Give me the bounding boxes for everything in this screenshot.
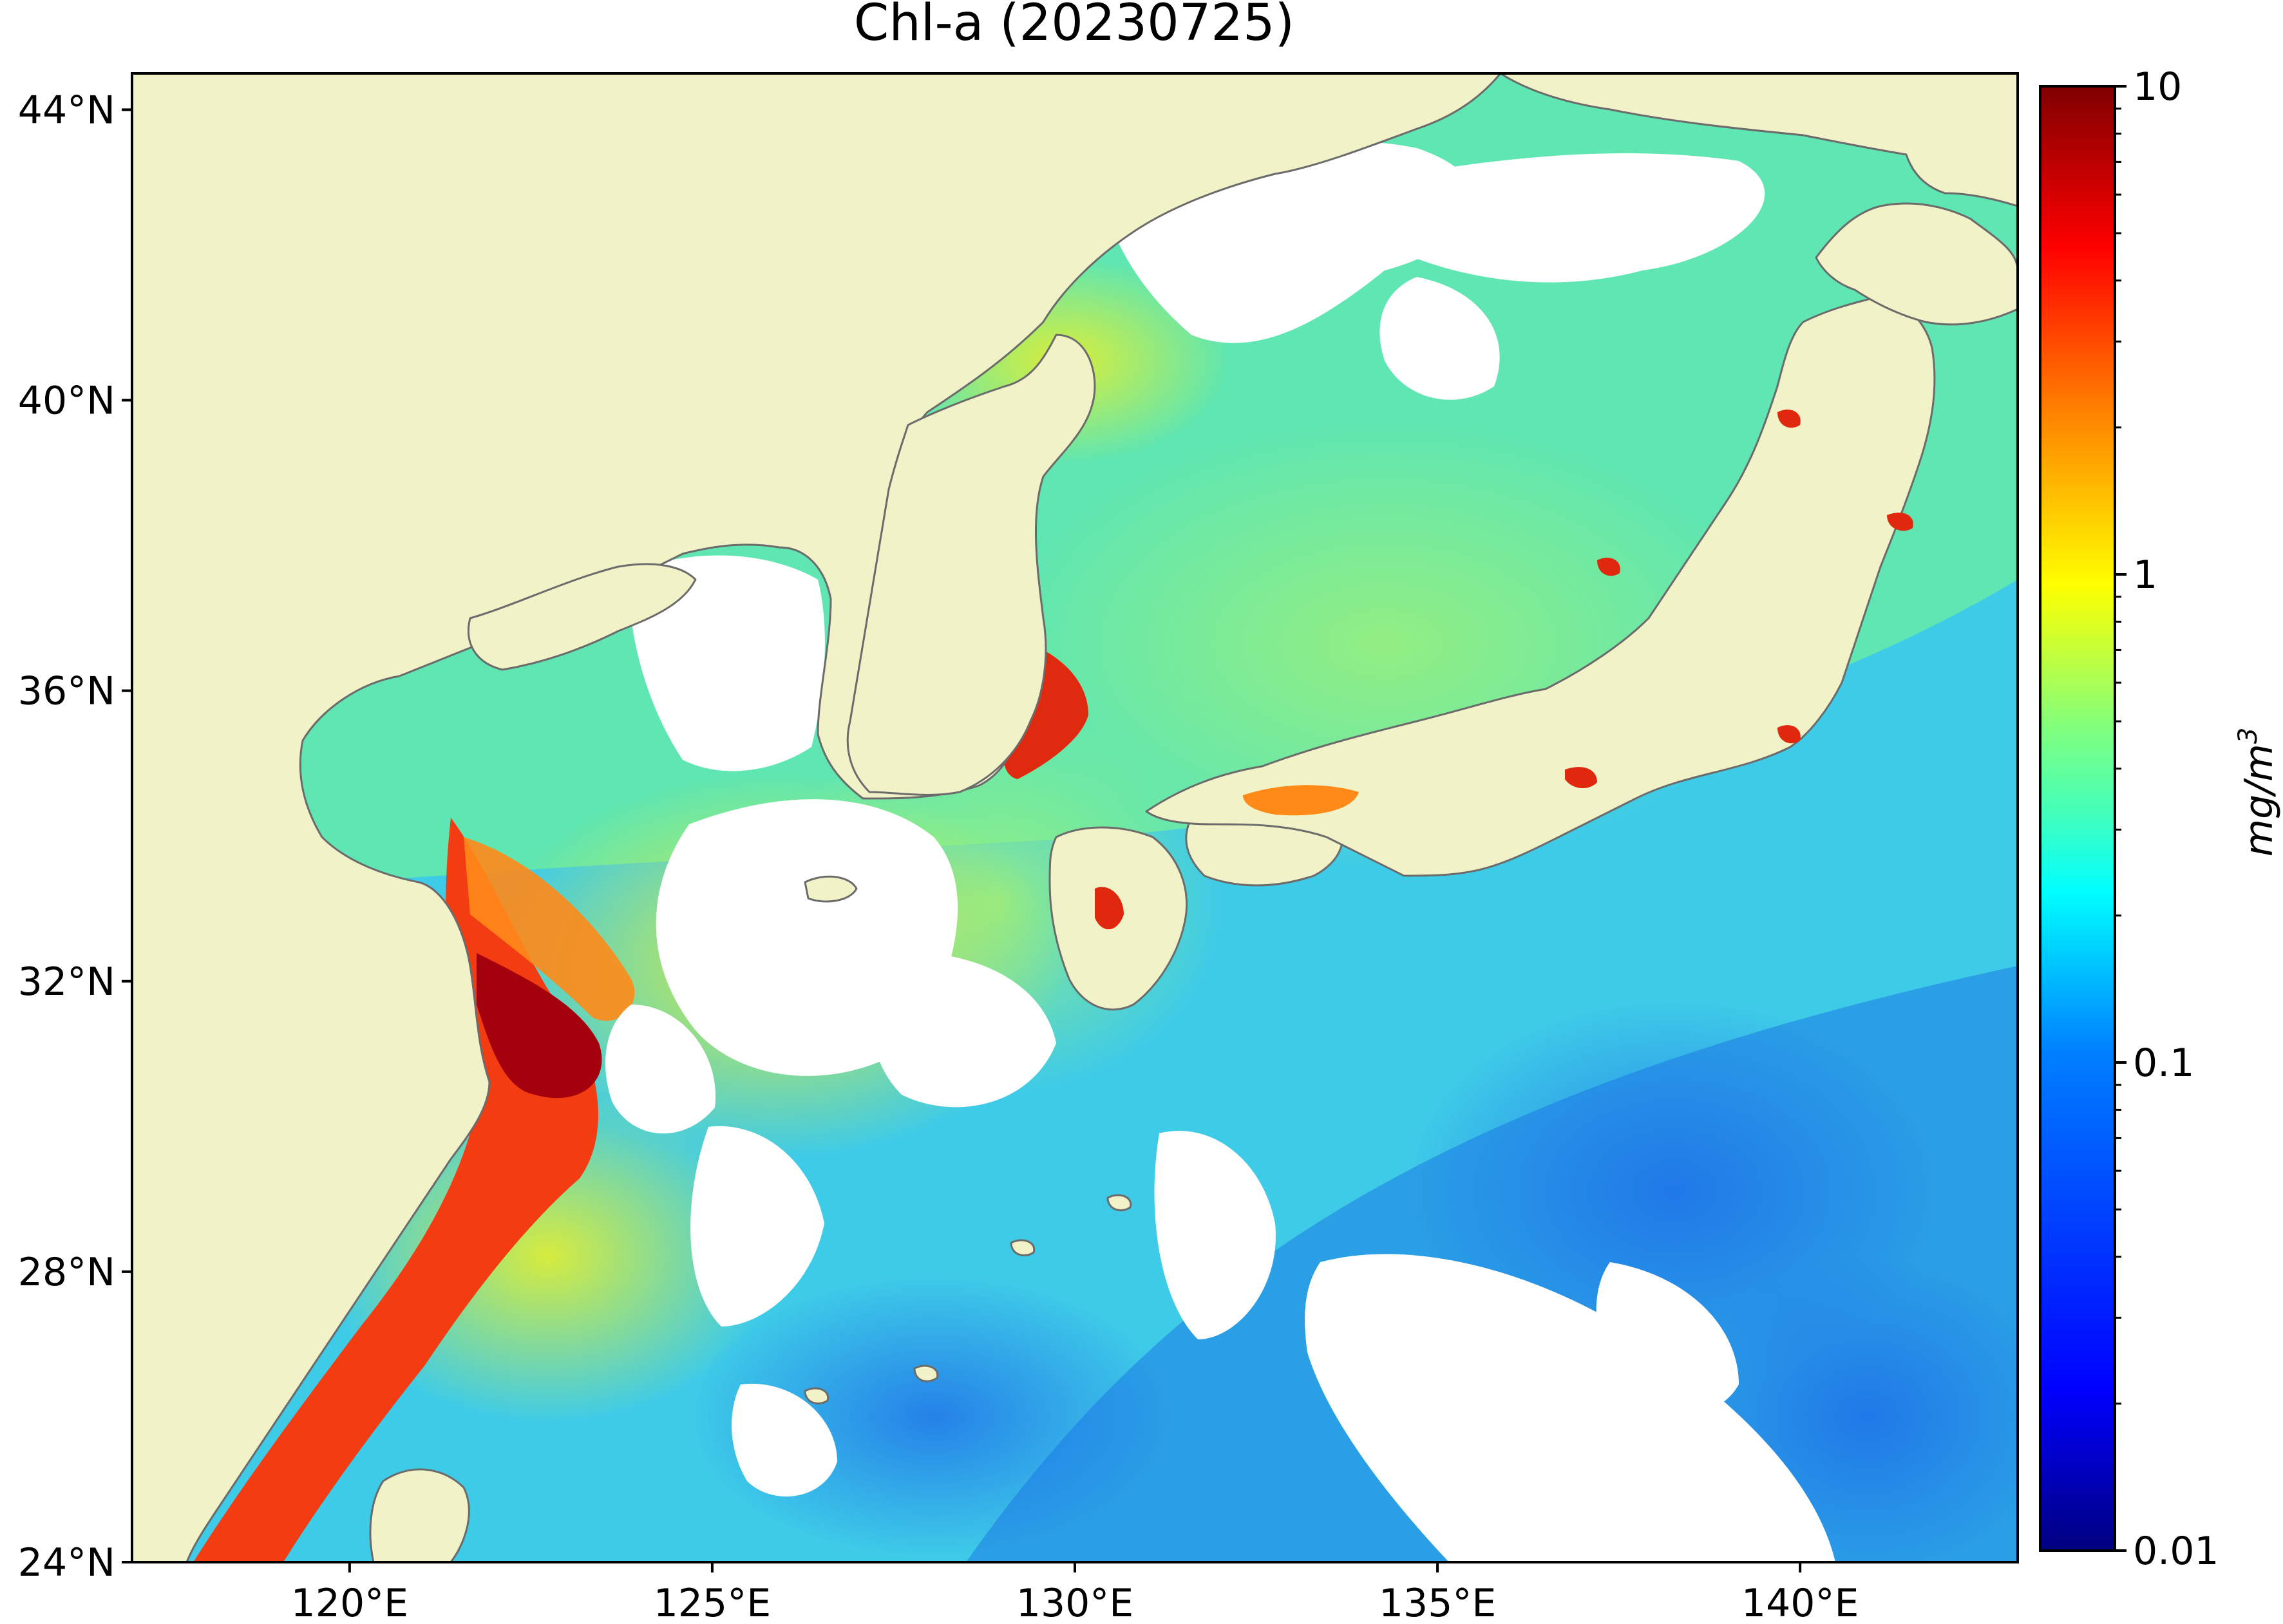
land-hokkaido xyxy=(1815,202,2018,326)
colorbar-tick-label: 0.1 xyxy=(2133,1041,2194,1086)
lat-tick-label: 40°N xyxy=(18,379,115,424)
yangtze-plume-outer xyxy=(464,837,635,1021)
colorbar-label: mg/m3 xyxy=(2233,728,2282,857)
colorbar-tick-label: 10 xyxy=(2133,64,2182,109)
map-title: Chl-a (20230725) xyxy=(854,0,1294,52)
lon-tick-label: 135°E xyxy=(1379,1581,1496,1624)
lon-tick-label: 125°E xyxy=(654,1581,771,1624)
land-jeju xyxy=(804,875,858,903)
lat-tick-label: 44°N xyxy=(18,88,115,133)
colorbar-tick-label: 0.01 xyxy=(2133,1529,2219,1574)
colorbar-gradient xyxy=(2039,85,2116,1552)
land-ryukyu-d xyxy=(1106,1194,1132,1211)
japan-coastal-blooms xyxy=(1095,410,1913,930)
land-taiwan xyxy=(369,1468,470,1562)
yellow-sea-no-data xyxy=(631,555,825,771)
korea-coastal-bloom xyxy=(1003,644,1088,779)
lon-tick-label: 130°E xyxy=(1016,1581,1133,1624)
land-masses xyxy=(132,73,2018,1562)
lat-tick-label: 28°N xyxy=(18,1250,115,1295)
lon-tick-label: 120°E xyxy=(291,1581,408,1624)
longitude-axis: 120°E 125°E 130°E 135°E 140°E xyxy=(291,1562,1859,1624)
yangtze-plume-core xyxy=(477,953,602,1099)
latitude-axis: 44°N 40°N 36°N 32°N 28°N 24°N xyxy=(18,88,132,1585)
lat-tick-label: 36°N xyxy=(18,669,115,714)
land-korean-peninsula xyxy=(846,334,1096,796)
lon-tick-label: 140°E xyxy=(1741,1581,1859,1624)
land-honshu xyxy=(1145,295,1936,877)
colorbar: 10 1 0.1 0.01 mg/m3 xyxy=(2039,64,2282,1574)
no-data-cloud-masks xyxy=(605,140,1835,1562)
land-shandong-peninsula xyxy=(467,563,697,671)
land-ryukyu-c xyxy=(804,1387,829,1404)
land-asia-mainland xyxy=(132,73,1502,1562)
lat-tick-label: 24°N xyxy=(18,1540,115,1585)
land-russia-northeast xyxy=(1499,73,2018,207)
map-panel xyxy=(132,73,2018,1562)
lat-tick-label: 32°N xyxy=(18,959,115,1005)
colorbar-tick-label: 1 xyxy=(2133,552,2157,598)
colorbar-ticks: 10 1 0.1 0.01 xyxy=(2115,64,2219,1574)
land-ryukyu-a xyxy=(913,1364,939,1383)
land-ryukyu-b xyxy=(1010,1239,1036,1256)
